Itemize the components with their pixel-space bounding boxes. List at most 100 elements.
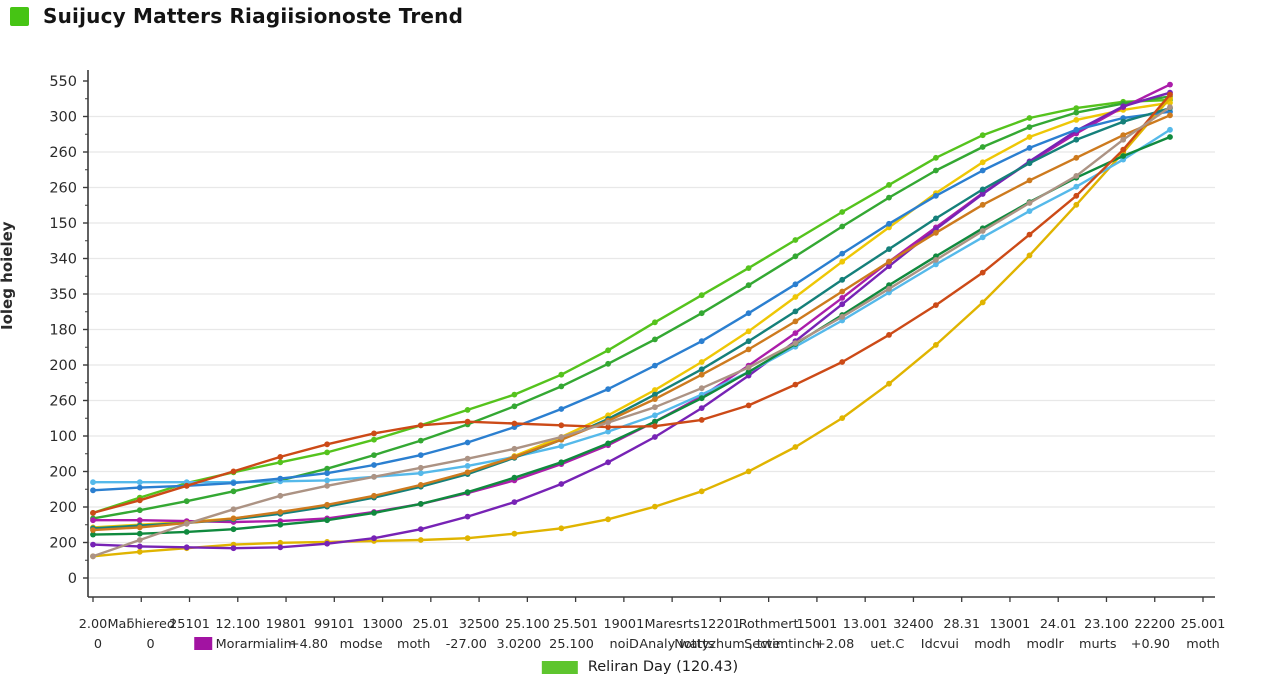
y-tick-label: 260 bbox=[49, 394, 77, 410]
x-tick-label: 25.001 bbox=[1181, 617, 1226, 632]
x-row2-label: Sectimtinch bbox=[744, 637, 820, 652]
x-row2-label: moth bbox=[1186, 637, 1219, 652]
data-point-green bbox=[839, 223, 846, 230]
data-point-magenta bbox=[90, 517, 96, 524]
x-tick-label: 15001 bbox=[797, 617, 838, 632]
data-point-darkgreen bbox=[1167, 134, 1173, 140]
data-point-green bbox=[1026, 124, 1033, 130]
data-point-orangered bbox=[371, 430, 377, 437]
x-tick-label: 99101 bbox=[314, 617, 355, 632]
series-line-teal bbox=[92, 106, 1171, 530]
y-tick-label: 200 bbox=[49, 500, 77, 516]
x-row2-label: Morarmialim bbox=[216, 637, 296, 652]
data-point-steelblue bbox=[745, 310, 752, 317]
data-point-orangered bbox=[652, 423, 658, 430]
x-row2-label: 3.0200 bbox=[497, 637, 542, 652]
data-point-gold bbox=[745, 468, 752, 475]
data-point-green bbox=[558, 383, 565, 390]
data-point-darkgreen bbox=[558, 459, 565, 466]
data-point-tan bbox=[792, 340, 799, 346]
data-point-tan bbox=[230, 506, 237, 513]
data-point-lime bbox=[745, 265, 752, 271]
x-tick-label: Rothmert bbox=[739, 617, 799, 632]
data-point-lime bbox=[464, 407, 471, 413]
data-point-orangered bbox=[417, 422, 424, 429]
x-row2-label: Analy watts bbox=[639, 637, 714, 652]
data-point-violet bbox=[324, 540, 330, 547]
x-row2-label: +2.08 bbox=[815, 637, 854, 652]
y-tick-label: 260 bbox=[49, 181, 77, 197]
x-tick-label: 28.31 bbox=[943, 617, 980, 632]
y-tick-label: 150 bbox=[49, 216, 77, 232]
x-tick-label: 25.100 bbox=[505, 617, 550, 632]
data-point-violet bbox=[1120, 103, 1127, 110]
data-point-skyblue bbox=[1026, 208, 1033, 215]
page-title: Suijucy Matters Riagiisionoste Trend bbox=[43, 4, 464, 28]
data-point-green bbox=[698, 310, 705, 317]
data-point-teal bbox=[1073, 136, 1080, 143]
data-point-teal bbox=[745, 338, 752, 345]
y-tick-label: 180 bbox=[49, 323, 77, 339]
data-point-green bbox=[933, 167, 939, 174]
data-point-orangered bbox=[558, 422, 565, 429]
data-point-darkgreen bbox=[511, 474, 518, 481]
data-point-tan bbox=[558, 434, 565, 440]
data-point-green bbox=[979, 144, 986, 150]
data-point-lime bbox=[933, 154, 939, 161]
data-point-green bbox=[605, 360, 611, 367]
data-point-violet bbox=[183, 544, 190, 551]
data-point-orangered bbox=[1026, 231, 1033, 238]
data-point-steelblue bbox=[90, 487, 96, 494]
data-point-tan bbox=[90, 553, 96, 560]
data-point-skyblue bbox=[464, 463, 471, 469]
data-point-skyblue bbox=[558, 443, 565, 449]
data-point-skyblue bbox=[90, 479, 96, 486]
legend: Reliran Day (120.43) bbox=[541, 659, 739, 675]
y-tick-label: 350 bbox=[49, 287, 77, 303]
legend-label: Reliran Day (120.43) bbox=[587, 659, 739, 675]
data-point-lime bbox=[371, 436, 377, 443]
data-point-yellow bbox=[652, 387, 658, 393]
x-row2-label: moth bbox=[397, 637, 430, 652]
data-point-skyblue bbox=[417, 470, 424, 477]
data-point-darkgreen bbox=[464, 489, 471, 496]
data-point-gold bbox=[979, 299, 986, 306]
data-point-violet bbox=[90, 541, 96, 548]
data-point-orange bbox=[90, 527, 96, 533]
data-point-orangered bbox=[745, 402, 752, 409]
x-row2-label: +4.80 bbox=[289, 637, 328, 652]
data-point-violet bbox=[652, 434, 658, 440]
x-tick-label: 13.001 bbox=[843, 617, 888, 632]
data-point-tan bbox=[1073, 173, 1080, 179]
data-point-gold bbox=[792, 444, 799, 450]
data-point-gold bbox=[886, 380, 892, 387]
data-point-lime bbox=[979, 132, 986, 139]
x-row2-label: modlr bbox=[1027, 637, 1065, 652]
data-point-steelblue bbox=[792, 281, 799, 288]
data-point-yellow bbox=[1073, 117, 1080, 123]
title-legend-swatch-icon bbox=[10, 6, 29, 26]
legend-swatch-icon bbox=[541, 660, 578, 674]
data-point-steelblue bbox=[324, 470, 330, 477]
data-point-tan bbox=[979, 228, 986, 234]
data-point-teal bbox=[839, 276, 846, 283]
series-line-orangered bbox=[92, 93, 1171, 515]
x-tick-label: 19001 bbox=[604, 617, 645, 632]
data-point-tan bbox=[933, 257, 939, 263]
x-tick-label: 32400 bbox=[893, 617, 934, 632]
x-row2-label: Idcvui bbox=[921, 637, 959, 652]
data-point-skyblue bbox=[605, 428, 611, 435]
data-point-darkgreen bbox=[1120, 153, 1127, 159]
data-point-teal bbox=[792, 308, 799, 315]
data-point-violet bbox=[417, 526, 424, 533]
data-point-orangered bbox=[839, 359, 846, 365]
y-tick-label: 0 bbox=[68, 571, 77, 587]
x-tick-label: 19801 bbox=[266, 617, 307, 632]
data-point-steelblue bbox=[652, 362, 658, 369]
data-point-magenta bbox=[136, 517, 143, 524]
x-row2-label: -27.00 bbox=[446, 637, 487, 652]
x-row2-label: noiD bbox=[610, 637, 639, 652]
data-point-orangered bbox=[1120, 146, 1127, 153]
data-point-orange bbox=[979, 201, 986, 208]
data-point-orange bbox=[417, 482, 424, 488]
